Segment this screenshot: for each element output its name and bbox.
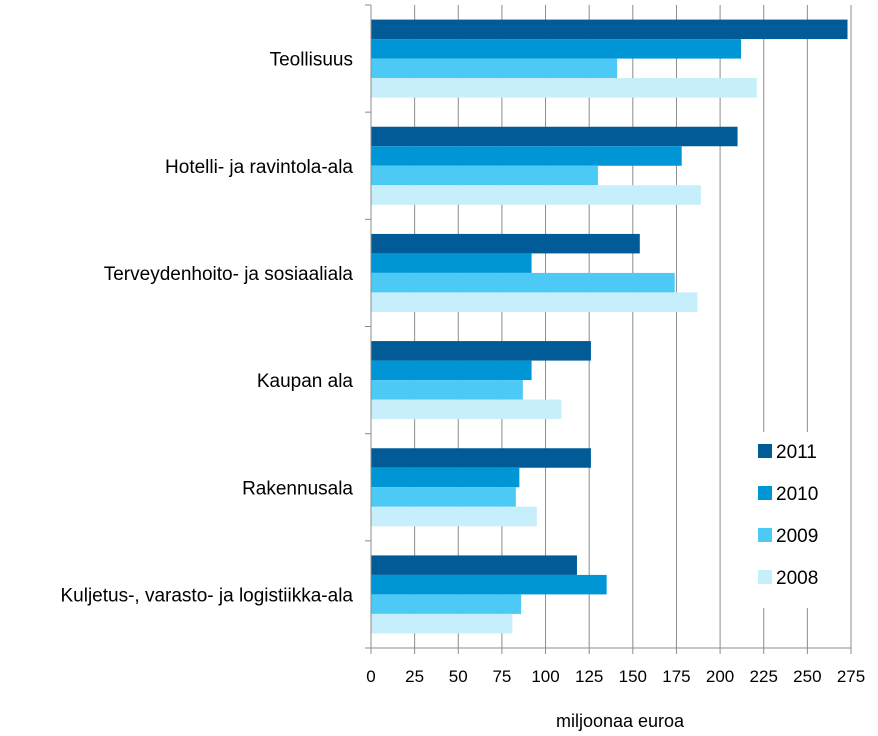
x-tick-label: 225 xyxy=(750,667,778,686)
bar-2009 xyxy=(371,272,675,293)
category-label: Kaupan ala xyxy=(257,371,354,392)
bar-2010 xyxy=(371,574,607,595)
x-tick-label: 275 xyxy=(837,667,865,686)
category-label: Terveydenhoito- ja sosiaaliala xyxy=(104,264,354,285)
bar-group xyxy=(371,233,698,312)
x-tick-label: 25 xyxy=(405,667,424,686)
bar-2010 xyxy=(371,467,520,488)
bar-2009 xyxy=(371,380,523,400)
legend-label: 2008 xyxy=(776,568,818,589)
bar-2011 xyxy=(371,19,848,40)
x-axis-title: miljoonaa euroa xyxy=(556,711,685,731)
x-tick-label: 75 xyxy=(492,667,511,686)
bar-2008 xyxy=(371,613,513,634)
bar-2009 xyxy=(371,487,516,507)
legend-swatch-2010 xyxy=(758,486,772,500)
x-tick-label: 175 xyxy=(662,667,690,686)
bar-2008 xyxy=(371,399,562,420)
bar-2010 xyxy=(371,146,682,166)
bar-2011 xyxy=(371,233,640,254)
bar-2010 xyxy=(371,253,532,273)
category-label: Rakennusala xyxy=(242,478,353,499)
bar-group xyxy=(371,555,607,634)
bar-2011 xyxy=(371,448,591,468)
bar-group xyxy=(371,341,591,420)
category-label: Teollisuus xyxy=(270,50,353,71)
x-tick-label: 0 xyxy=(366,667,375,686)
bars xyxy=(371,19,848,634)
category-label: Kuljetus-, varasto- ja logistiikka-ala xyxy=(60,585,353,606)
bar-2008 xyxy=(371,185,701,205)
category-label: Hotelli- ja ravintola-ala xyxy=(165,157,353,178)
bar-2011 xyxy=(371,555,577,575)
legend-label: 2010 xyxy=(776,484,818,505)
bar-group xyxy=(371,19,848,98)
bar-2011 xyxy=(371,341,591,361)
x-tick-label: 100 xyxy=(531,667,559,686)
bar-2009 xyxy=(371,594,522,614)
tick-labels: 0 25 50 75 100 125 150 175 200 225 250 275 xyxy=(366,667,865,686)
bar-2009 xyxy=(371,58,618,79)
bar-group xyxy=(371,126,738,205)
x-tick-label: 150 xyxy=(619,667,647,686)
x-tick-label: 200 xyxy=(706,667,734,686)
legend-label: 2011 xyxy=(776,442,817,463)
bar-2008 xyxy=(371,78,757,98)
x-tick-label: 125 xyxy=(575,667,603,686)
x-tick-label: 250 xyxy=(793,667,821,686)
bar-2008 xyxy=(371,292,698,312)
axes xyxy=(365,4,852,654)
legend-label: 2009 xyxy=(776,526,818,547)
bar-2011 xyxy=(371,126,738,147)
legend-swatch-2011 xyxy=(758,444,772,458)
bar-2008 xyxy=(371,506,537,527)
bar-group xyxy=(371,448,591,527)
bar-2009 xyxy=(371,165,598,186)
legend: 2011 2010 2009 2008 xyxy=(745,432,849,608)
legend-swatch-2009 xyxy=(758,528,772,542)
category-labels: Teollisuus Hotelli- ja ravintola-ala Terve… xyxy=(60,50,353,607)
x-tick-label: 50 xyxy=(449,667,468,686)
bar-2010 xyxy=(371,39,742,59)
legend-swatch-2008 xyxy=(758,570,772,584)
bar-2010 xyxy=(371,360,532,381)
